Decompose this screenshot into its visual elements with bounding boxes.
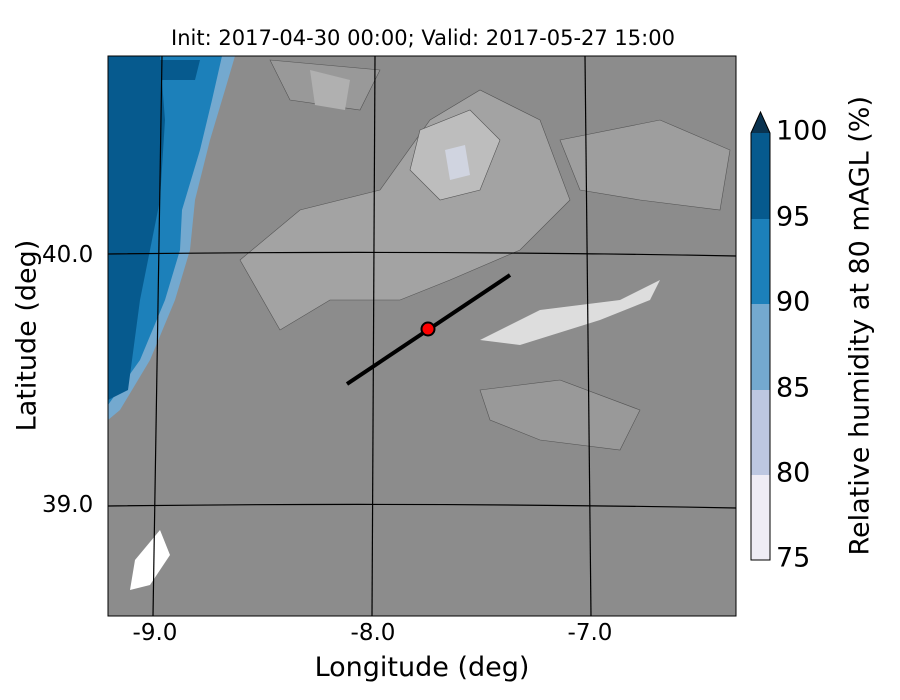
x-tick-label: -8.0	[350, 620, 396, 646]
x-tick-label: -7.0	[567, 620, 613, 646]
colorbar-segment	[751, 475, 770, 560]
plot-frame	[107, 55, 737, 617]
graticule	[108, 56, 736, 616]
colorbar-tick: 100	[776, 115, 828, 147]
colorbar-extend-arrow	[751, 112, 770, 133]
y-axis-label: Latitude (deg)	[11, 239, 43, 432]
x-axis-label: Longitude (deg)	[314, 652, 530, 683]
colorbar-label: Relative humidity at 80 mAGL (%)	[844, 95, 876, 556]
colorbar-segment	[751, 219, 770, 304]
colorbar-tick: 75	[776, 542, 811, 574]
plot-title: Init: 2017-04-30 00:00; Valid: 2017-05-2…	[171, 26, 675, 50]
colorbar-segment	[751, 390, 770, 475]
colorbar	[750, 110, 771, 561]
y-tick-label: 40.0	[42, 242, 94, 268]
location-marker	[420, 321, 436, 337]
rh-band-95	[108, 56, 165, 400]
colorbar-tick: 85	[776, 372, 811, 404]
colorbar-tick: 80	[776, 457, 811, 489]
colorbar-tick: 90	[776, 286, 811, 318]
colorbar-segment	[751, 304, 770, 390]
white-patch	[130, 530, 170, 590]
map-area	[108, 56, 736, 616]
colorbar-tick: 95	[776, 201, 811, 233]
y-tick-label: 39.0	[42, 492, 94, 518]
colorbar-segment	[751, 133, 770, 219]
x-tick-label: -9.0	[132, 620, 178, 646]
